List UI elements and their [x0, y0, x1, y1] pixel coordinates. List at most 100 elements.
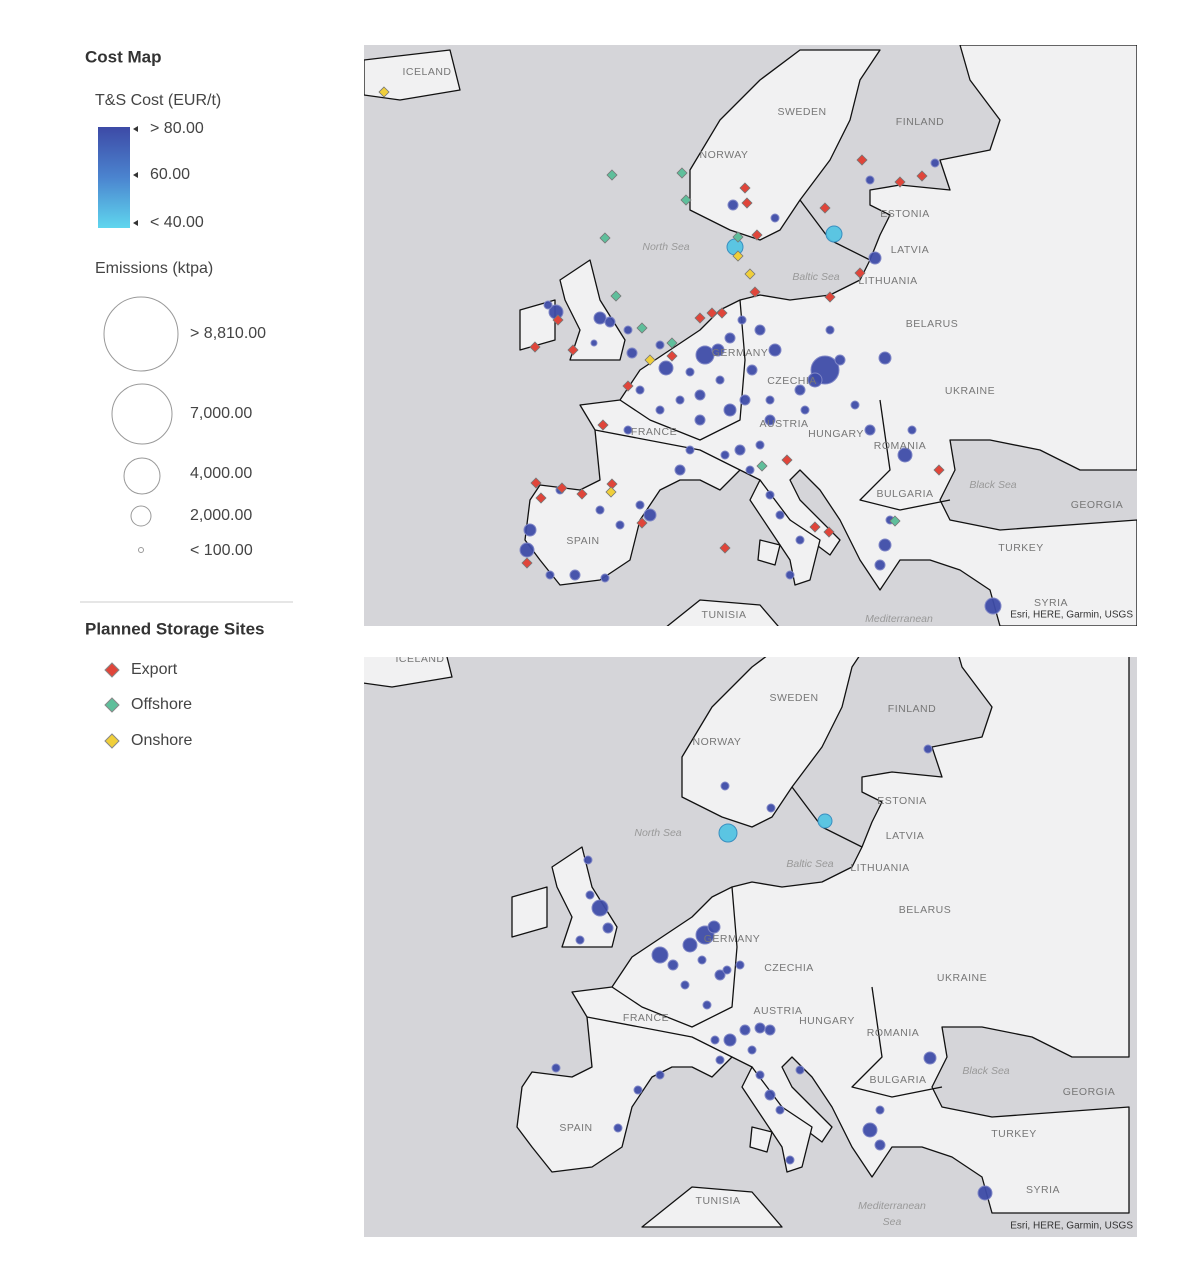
place-label: CZECHIA: [767, 375, 817, 387]
site: [675, 395, 685, 405]
site: [545, 570, 555, 580]
site: [723, 403, 737, 417]
place-label: TUNISIA: [702, 609, 747, 621]
storage-site: [749, 286, 761, 298]
place-label: LATVIA: [886, 830, 924, 842]
site: [674, 464, 686, 476]
place-label: SPAIN: [559, 1122, 592, 1134]
site: [724, 332, 736, 344]
cost-label: < 40.00: [150, 214, 204, 231]
storage-site: [622, 380, 634, 392]
site: [775, 1105, 785, 1115]
site: [585, 890, 595, 900]
storage-site: [706, 307, 718, 319]
storage-site: [823, 526, 835, 538]
storage-site: [856, 154, 868, 166]
site: [593, 311, 607, 325]
site: [602, 922, 614, 934]
site: [626, 347, 638, 359]
site: [764, 1024, 776, 1036]
site: [754, 1022, 766, 1034]
place-label: TURKEY: [998, 542, 1044, 554]
site: [722, 965, 732, 975]
place-label: SWEDEN: [777, 106, 826, 118]
site: [591, 899, 609, 917]
site: [694, 389, 706, 401]
site: [923, 1051, 937, 1065]
attribution: Esri, HERE, Garmin, USGS: [1010, 1221, 1133, 1232]
storage-site: [521, 557, 533, 569]
site: [720, 450, 730, 460]
place-label: SYRIA: [1026, 1184, 1060, 1196]
place-label: NORWAY: [693, 736, 742, 748]
place-label: North Sea: [642, 241, 689, 253]
site: [658, 360, 674, 376]
site: [825, 325, 835, 335]
map: ICELAND SWEDEN FINLAND NORWAY North Sea ESTON…: [364, 657, 1137, 1237]
place-label: LATVIA: [891, 244, 929, 256]
storage-site: [781, 454, 793, 466]
place-label: UKRAINE: [945, 385, 995, 397]
size-label: 4,000.00: [190, 465, 252, 482]
site: [707, 920, 721, 934]
site: [711, 343, 725, 357]
site: [682, 937, 698, 953]
storage-site: [889, 515, 901, 527]
site: [737, 315, 747, 325]
storage-site: [719, 542, 731, 554]
site: [755, 440, 765, 450]
place-label: LITHUANIA: [850, 862, 909, 874]
place-label: ICELAND: [402, 66, 451, 78]
place-label: AUSTRIA: [753, 1005, 802, 1017]
site: [930, 158, 940, 168]
site: [764, 1089, 776, 1101]
place-label: BULGARIA: [876, 488, 933, 500]
site: [655, 340, 665, 350]
site: [710, 1035, 720, 1045]
site: [633, 1085, 643, 1095]
place-label: Black Sea: [962, 1065, 1009, 1077]
site: [651, 946, 669, 964]
storage-site: [716, 307, 728, 319]
site: [923, 744, 933, 754]
site: [807, 372, 823, 388]
site: [702, 1000, 712, 1010]
place-label: ESTONIA: [877, 795, 926, 807]
place-label: Black Sea: [969, 479, 1016, 491]
size-label: < 100.00: [190, 542, 253, 559]
storage-site: [529, 341, 541, 353]
storage-title: Planned Storage Sites: [85, 619, 265, 638]
site: [864, 424, 876, 436]
place-label: GEORGIA: [1063, 1086, 1116, 1098]
site: [907, 425, 917, 435]
site: [697, 955, 707, 965]
site: [739, 394, 751, 406]
storage-site: [610, 290, 622, 302]
cost-label: > 80.00: [150, 120, 204, 137]
storage-site: [756, 460, 768, 472]
place-label: GERMANY: [704, 933, 761, 945]
size-label: 7,000.00: [190, 405, 252, 422]
storage-site: [741, 197, 753, 209]
place-label: Sea: [883, 1216, 902, 1228]
site: [764, 414, 776, 426]
place-label: SWEDEN: [769, 692, 818, 704]
place-label: ESTONIA: [880, 208, 929, 220]
map: ICELAND SWEDEN FINLAND NORWAY North Sea ESTON…: [364, 45, 1137, 626]
site: [590, 339, 598, 347]
site: [765, 395, 775, 405]
storage-label: Onshore: [131, 732, 192, 749]
site: [770, 213, 780, 223]
site: [723, 1033, 737, 1047]
site: [543, 300, 553, 310]
site: [727, 199, 739, 211]
site: [569, 569, 581, 581]
emissions-title: Emissions (ktpa): [95, 260, 213, 277]
site: [643, 508, 657, 522]
export-symbol: [104, 662, 120, 678]
storage-label: Offshore: [131, 696, 192, 713]
site: [766, 803, 776, 813]
site: [984, 597, 1002, 615]
place-label: BELARUS: [906, 318, 959, 330]
size-circles: [103, 296, 179, 553]
